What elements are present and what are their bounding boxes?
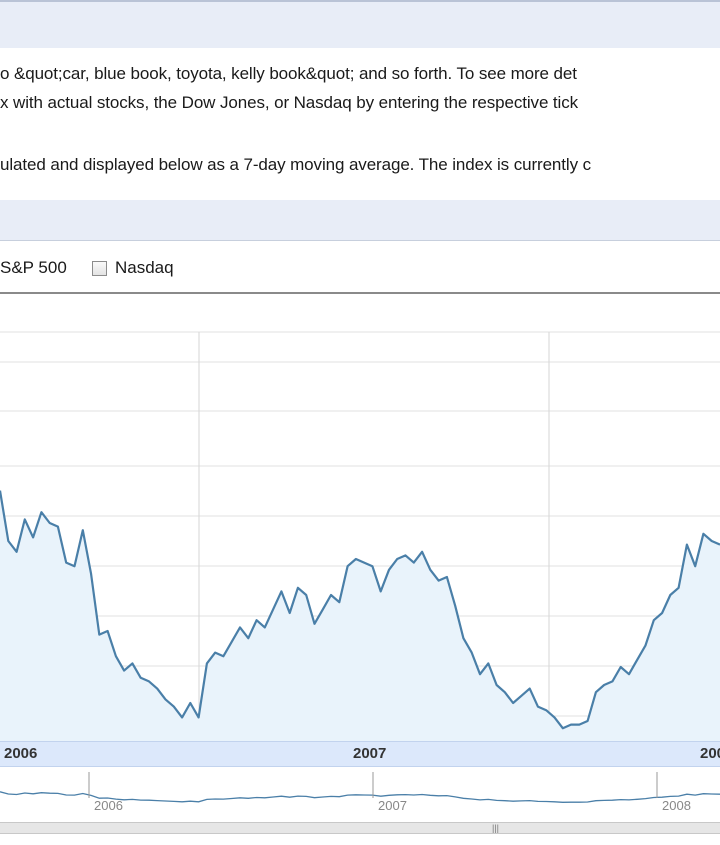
overview-trend-line [0, 791, 720, 803]
sp500-option-label[interactable]: S&P 500 [0, 258, 67, 277]
comparison-options-row [0, 242, 720, 294]
trend-chart[interactable] [0, 296, 720, 741]
section-header-bar [0, 0, 720, 48]
timeline-scrollbar[interactable] [0, 822, 720, 834]
chart-header-bar [0, 200, 720, 241]
page-bottom [0, 834, 720, 845]
overview-label-2008: 2008 [662, 798, 691, 813]
nasdaq-option-label[interactable]: Nasdaq [115, 258, 174, 277]
overview-timeline[interactable]: 2006 2007 2008 [0, 768, 720, 822]
scrollbar-grip-icon[interactable]: ||| [492, 823, 500, 833]
overview-label-2006: 2006 [94, 798, 123, 813]
nasdaq-checkbox[interactable] [92, 261, 107, 276]
description-line-3: ulated and displayed below as a 7-day mo… [0, 155, 592, 174]
x-axis-band [0, 741, 720, 767]
x-tick-label-2007: 2007 [353, 745, 387, 762]
overview-label-2007: 2007 [378, 798, 407, 813]
trend-area-fill [0, 490, 720, 741]
description-line-2: x with actual stocks, the Dow Jones, or … [0, 93, 579, 112]
trend-line [0, 490, 720, 730]
x-tick-label-2006: 2006 [4, 745, 38, 762]
description-line-1: o &quot;car, blue book, toyota, kelly bo… [0, 64, 577, 83]
x-tick-label-2008: 2008 [700, 745, 720, 762]
